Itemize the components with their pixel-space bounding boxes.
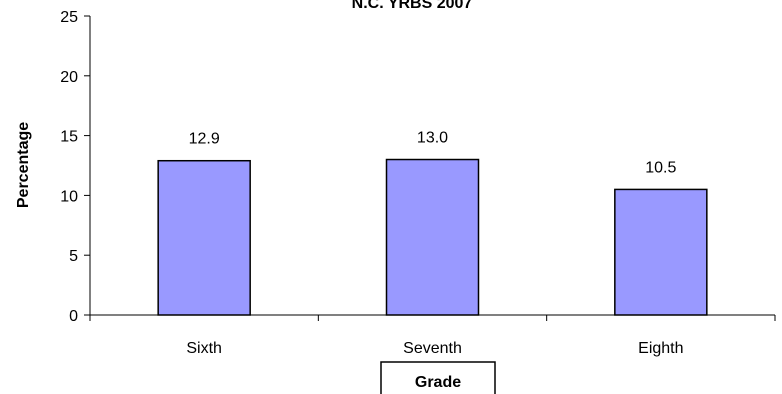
x-tick-label-seventh: Seventh: [403, 340, 462, 357]
x-tick-label-eighth: Eighth: [638, 340, 683, 357]
y-tick-label: 25: [60, 9, 78, 26]
y-axis-title: Percentage: [15, 122, 32, 208]
data-labels: 12.9 13.0 10.5: [189, 130, 677, 177]
y-tick-label: 0: [69, 308, 78, 325]
y-tick-label: 10: [60, 188, 78, 205]
y-tick-label: 20: [60, 69, 78, 86]
data-label-sixth: 12.9: [189, 131, 220, 148]
chart-title: N.C. YRBS 2007: [352, 0, 473, 12]
x-axis-title-box: [380, 361, 496, 394]
bar-eighth: [614, 188, 708, 316]
bar-sixth: [157, 159, 251, 316]
bar-seventh: [385, 158, 480, 316]
data-label-seventh: 13.0: [417, 130, 448, 147]
x-tick-label-sixth: Sixth: [186, 340, 222, 357]
y-axis: 0 5 10 15 20 25: [60, 9, 91, 325]
y-tick-label: 15: [60, 129, 78, 146]
data-label-eighth: 10.5: [645, 159, 676, 176]
y-tick-label: 5: [69, 248, 78, 265]
x-axis: Sixth Seventh Eighth: [89, 314, 776, 357]
x-axis-title: Grade: [415, 374, 461, 391]
bars: [157, 158, 708, 316]
